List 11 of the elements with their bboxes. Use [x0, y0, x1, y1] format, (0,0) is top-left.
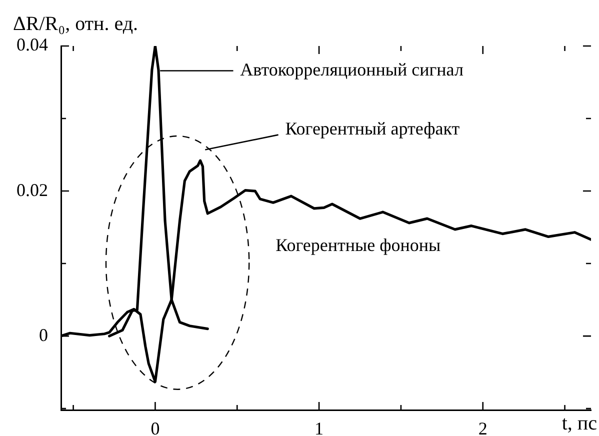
x-axis-title: t, пс — [562, 412, 598, 434]
y-axis-title: ΔR/R₀, отн. ед. — [13, 13, 138, 35]
x-tick-label: 2 — [478, 418, 488, 436]
y-tick-label: 0 — [39, 324, 48, 345]
x-tick-label: 1 — [314, 418, 324, 436]
annotation: Когерентный артефакт — [285, 118, 460, 138]
annotation: Автокорреляционный сигнал — [240, 59, 464, 80]
y-tick-label: 0.02 — [16, 180, 48, 200]
y-tick-label: 0.04 — [16, 34, 48, 55]
annotation: Когерентные фононы — [276, 234, 441, 255]
x-tick-label: 0 — [150, 418, 160, 436]
